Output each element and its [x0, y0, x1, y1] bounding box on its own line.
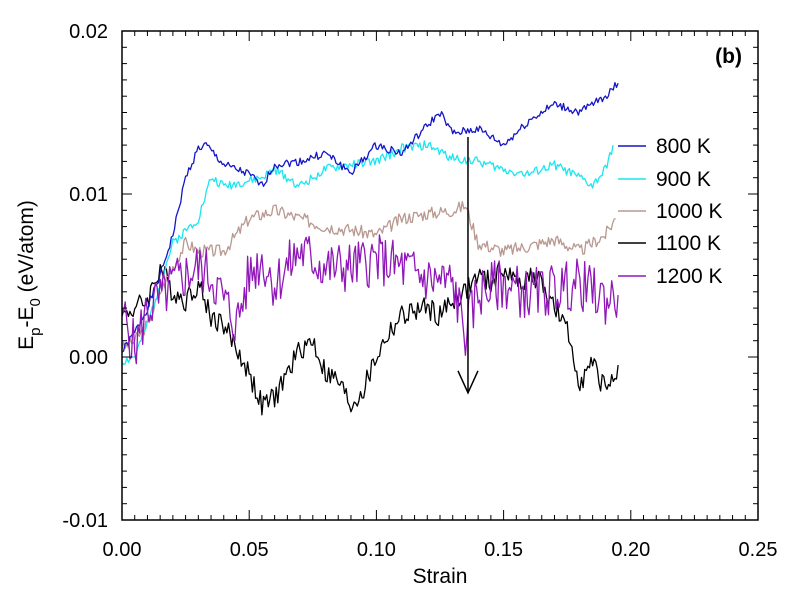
- panel-label: (b): [715, 45, 742, 68]
- y-axis-title-mid: -E: [15, 307, 38, 328]
- x-tick-label: 0.20: [611, 539, 650, 561]
- series-line-800k: [121, 81, 619, 353]
- series-layer: [121, 81, 619, 416]
- arrow-head: [457, 370, 479, 395]
- arrow-layer: [457, 136, 479, 395]
- series-line-1100k: [121, 261, 619, 416]
- series-line-1200k: [121, 234, 619, 365]
- x-tick-label: 0.10: [357, 539, 396, 561]
- y-axis-title-main: E: [15, 336, 38, 350]
- tick-layer: [121, 30, 759, 521]
- y-axis-title-tail: (eV/atom): [15, 200, 38, 298]
- x-tick-label: 0.00: [103, 539, 142, 561]
- x-tick-label: 0.15: [484, 539, 523, 561]
- y-tick-label: -0.01: [62, 510, 108, 532]
- y-axis-title-sub1: p: [27, 328, 44, 336]
- x-axis-title: Strain: [413, 565, 468, 588]
- legend-label-1200k: 1200 K: [656, 265, 723, 288]
- series-line-1000k: [121, 201, 616, 350]
- y-tick-label: 0.00: [69, 347, 108, 369]
- x-tick-labels: 0.00 0.05 0.10 0.15 0.20 0.25: [103, 539, 778, 561]
- series-line-900k: [121, 140, 614, 366]
- y-axis-title: Ep-E0 (eV/atom): [15, 200, 44, 350]
- y-tick-label: 0.01: [69, 184, 108, 206]
- legend: 800 K 900 K 1000 K 1100 K 1200 K: [618, 135, 723, 288]
- x-tick-label: 0.05: [230, 539, 269, 561]
- x-tick-label: 0.25: [739, 539, 778, 561]
- legend-label-900k: 900 K: [656, 168, 711, 191]
- legend-label-1000k: 1000 K: [656, 200, 723, 223]
- y-tick-labels: -0.01 0.00 0.01 0.02: [62, 21, 108, 532]
- legend-label-1100k: 1100 K: [656, 232, 721, 255]
- y-tick-label: 0.02: [69, 21, 108, 43]
- legend-label-800k: 800 K: [656, 135, 711, 158]
- y-axis-title-sub2: 0: [27, 298, 44, 306]
